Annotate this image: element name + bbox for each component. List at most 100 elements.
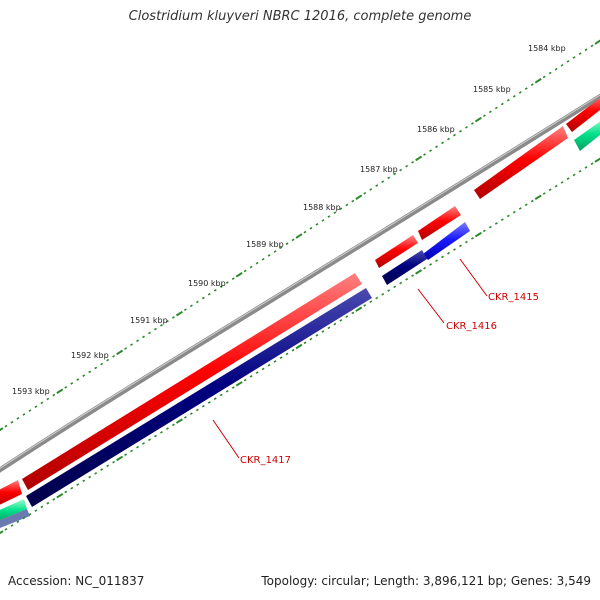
scale-label: 1591 kbp	[130, 316, 168, 325]
minor-tick	[405, 278, 409, 281]
major-tick	[355, 194, 363, 200]
minor-tick	[327, 215, 331, 218]
minor-tick	[154, 327, 157, 331]
minor-tick	[112, 354, 116, 358]
minor-tick	[100, 362, 104, 366]
minor-tick	[40, 505, 44, 509]
minor-tick	[590, 44, 594, 48]
minor-tick	[566, 177, 570, 180]
forward-cds-arrow[interactable]	[474, 126, 568, 199]
minor-tick	[82, 479, 86, 483]
minor-tick	[124, 347, 128, 350]
major-tick	[534, 78, 542, 84]
minor-tick	[273, 360, 277, 363]
minor-tick	[231, 277, 235, 281]
minor-tick	[225, 389, 229, 393]
minor-tick	[411, 274, 415, 277]
genome-backbone-highlight	[0, 94, 600, 469]
minor-tick	[453, 248, 456, 251]
gene-label-CKR_1415[interactable]: CKR_1415	[488, 292, 539, 303]
gene-label-leader	[212, 419, 240, 459]
minor-tick	[183, 308, 187, 312]
minor-tick	[423, 266, 427, 270]
minor-tick	[106, 358, 110, 362]
minor-tick	[351, 199, 355, 203]
major-tick	[116, 455, 124, 462]
minor-tick	[321, 330, 325, 333]
minor-tick	[542, 192, 546, 195]
minor-tick	[165, 427, 169, 430]
minor-tick	[267, 363, 271, 367]
forward-cds-arrow[interactable]	[0, 480, 22, 507]
minor-tick	[46, 397, 50, 401]
minor-tick	[148, 331, 151, 335]
forward-cds-arrow[interactable]	[418, 206, 461, 240]
minor-tick	[524, 203, 528, 207]
minor-tick	[225, 281, 229, 284]
forward-cds-arrow[interactable]	[375, 235, 418, 268]
major-tick	[534, 194, 542, 201]
forward-cds-arrow[interactable]	[22, 273, 362, 490]
minor-tick	[285, 352, 289, 356]
scale-ticks-inner	[0, 157, 600, 535]
major-tick	[0, 427, 4, 432]
minor-tick	[171, 316, 175, 319]
minor-tick	[88, 475, 92, 479]
minor-tick	[530, 199, 534, 203]
minor-tick	[530, 83, 534, 87]
minor-tick	[52, 393, 56, 397]
minor-tick	[309, 337, 313, 341]
minor-tick	[333, 322, 337, 326]
minor-tick	[393, 285, 397, 289]
minor-tick	[548, 188, 552, 192]
minor-tick	[381, 180, 385, 184]
major-tick	[235, 272, 243, 278]
minor-tick	[351, 311, 355, 315]
minor-tick	[482, 229, 486, 233]
minor-tick	[488, 110, 492, 114]
minor-tick	[22, 413, 26, 416]
minor-tick	[512, 94, 516, 98]
reverse-cds-rna[interactable]	[574, 118, 600, 151]
minor-tick	[518, 91, 522, 94]
minor-tick	[429, 263, 433, 266]
scale-labels: 1584 kbp 1585 kbp 1586 kbp 1587 kbp 1588…	[12, 44, 566, 396]
forward-strand-track	[0, 94, 600, 507]
minor-tick	[315, 223, 319, 226]
minor-tick	[279, 356, 283, 360]
minor-tick	[243, 269, 247, 273]
gene-CKR_1417[interactable]	[26, 288, 372, 507]
minor-tick	[459, 129, 462, 133]
minor-tick	[381, 292, 385, 296]
minor-tick	[470, 122, 474, 125]
minor-tick	[393, 172, 397, 176]
scale-label: 1587 kbp	[360, 165, 398, 174]
minor-tick	[453, 133, 456, 137]
reverse-cds-arrow[interactable]	[0, 509, 30, 530]
minor-tick	[399, 168, 403, 172]
minor-tick	[494, 222, 498, 225]
minor-tick	[315, 333, 319, 337]
minor-tick	[207, 401, 211, 404]
gene-CKR_1415[interactable]	[423, 222, 470, 260]
forward-cds-arrow[interactable]	[566, 94, 600, 132]
minor-tick	[213, 288, 217, 292]
gene-CKR_1416[interactable]	[382, 250, 427, 285]
minor-tick	[52, 498, 56, 501]
minor-tick	[542, 75, 546, 79]
minor-tick	[261, 367, 265, 371]
reverse-cds-rna[interactable]	[0, 499, 27, 522]
minor-tick	[207, 292, 211, 296]
major-tick	[56, 492, 64, 499]
scale-ticks-outer	[0, 39, 600, 432]
scale-label: 1586 kbp	[417, 125, 455, 134]
gene-label-CKR_1416[interactable]: CKR_1416	[446, 321, 497, 332]
minor-tick	[423, 153, 427, 156]
gene-labels: CKR_1415 CKR_1416 CKR_1417	[212, 258, 539, 466]
minor-tick	[560, 63, 564, 67]
gene-label-CKR_1417[interactable]: CKR_1417	[240, 455, 291, 466]
scale-label: 1584 kbp	[528, 44, 566, 53]
minor-tick	[584, 48, 588, 52]
major-tick	[116, 349, 124, 356]
